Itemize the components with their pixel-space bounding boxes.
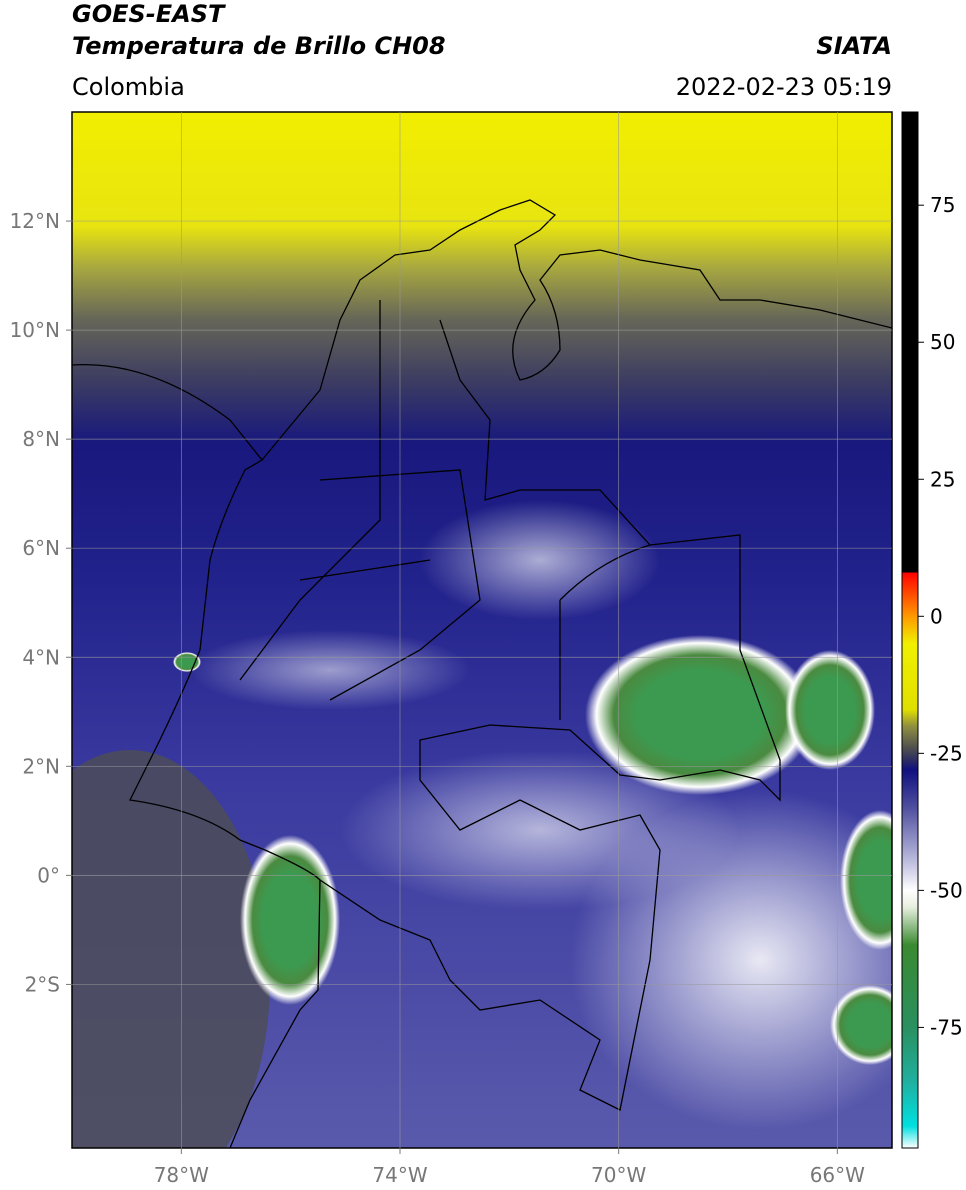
- satellite-image: [72, 112, 892, 1148]
- timestamp: 2022-02-23 05:19: [676, 73, 892, 101]
- colorbar: [901, 111, 919, 1149]
- lat-tick-label: 4°N: [22, 645, 60, 669]
- colorbar-tick-label: 0: [930, 604, 943, 628]
- source: SIATA: [816, 32, 892, 60]
- lon-tick-label: 70°W: [591, 1163, 646, 1187]
- lon-tick-label: 66°W: [810, 1163, 865, 1187]
- product-title: Temperatura de Brillo CH08: [72, 32, 446, 60]
- colorbar-tick-label: -25: [930, 741, 963, 765]
- lat-tick-label: 8°N: [22, 427, 60, 451]
- lat-tick-label: 10°N: [10, 318, 60, 342]
- colorbar-tick-label: -50: [930, 878, 963, 902]
- lat-tick-label: 2°N: [22, 754, 60, 778]
- lat-tick-label: 2°S: [25, 972, 60, 996]
- map-frame: [71, 111, 893, 1149]
- lat-tick-label: 0°: [37, 863, 60, 887]
- lon-tick-label: 74°W: [372, 1163, 427, 1187]
- colorbar-tick-label: 25: [930, 467, 955, 491]
- region: Colombia: [72, 73, 185, 101]
- lon-tick-label: 78°W: [154, 1163, 209, 1187]
- colorbar-tick-label: -75: [930, 1015, 963, 1039]
- lat-tick-label: 6°N: [22, 536, 60, 560]
- lat-tick-label: 12°N: [10, 209, 60, 233]
- colorbar-tick-label: 75: [930, 193, 955, 217]
- colorbar-tick-label: 50: [930, 330, 955, 354]
- satellite-title: GOES-EAST: [72, 0, 226, 28]
